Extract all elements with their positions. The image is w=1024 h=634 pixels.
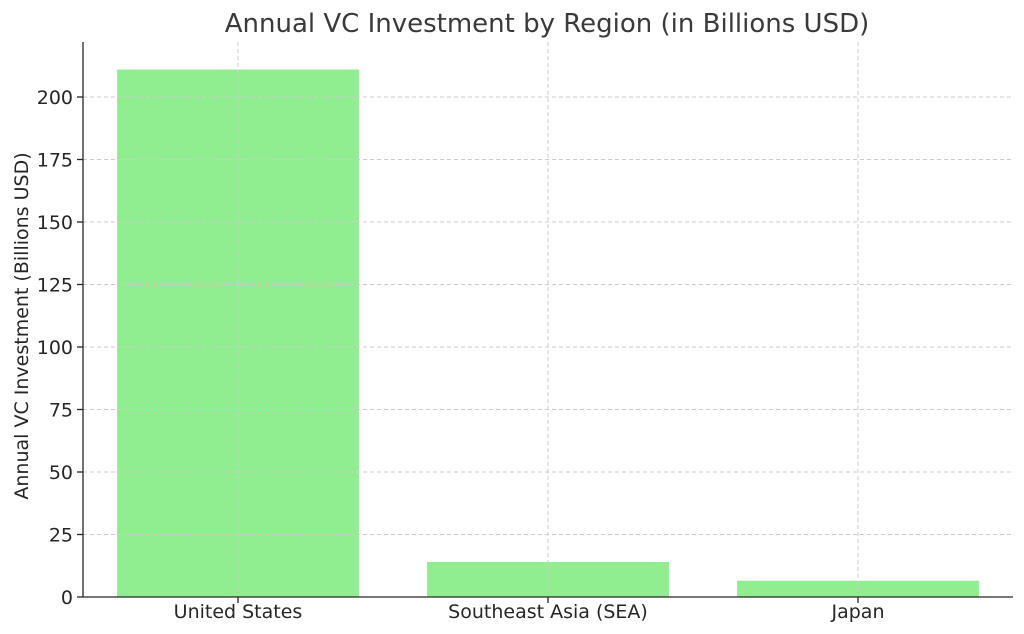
x-tick-label: Japan — [831, 601, 885, 623]
x-axis-ticks: United States Southeast Asia (SEA) Japan — [174, 597, 885, 623]
y-tick-label: 200 — [37, 87, 73, 109]
chart-title: Annual VC Investment by Region (in Billi… — [225, 9, 870, 39]
x-tick-label: Southeast Asia (SEA) — [448, 601, 648, 623]
y-tick-label: 175 — [37, 150, 73, 172]
y-tick-label: 125 — [37, 275, 73, 297]
grid — [83, 42, 1013, 598]
y-tick-label: 25 — [49, 525, 73, 547]
y-tick-label: 150 — [37, 212, 73, 234]
y-tick-label: 100 — [37, 337, 73, 359]
y-tick-label: 75 — [49, 400, 73, 422]
y-axis-label: Annual VC Investment (Billions USD) — [11, 152, 33, 499]
y-tick-label: 0 — [61, 587, 73, 609]
y-tick-label: 50 — [49, 462, 73, 484]
x-tick-label: United States — [174, 601, 303, 623]
y-axis-ticks: 0 25 50 75 100 125 150 175 200 — [37, 87, 83, 609]
